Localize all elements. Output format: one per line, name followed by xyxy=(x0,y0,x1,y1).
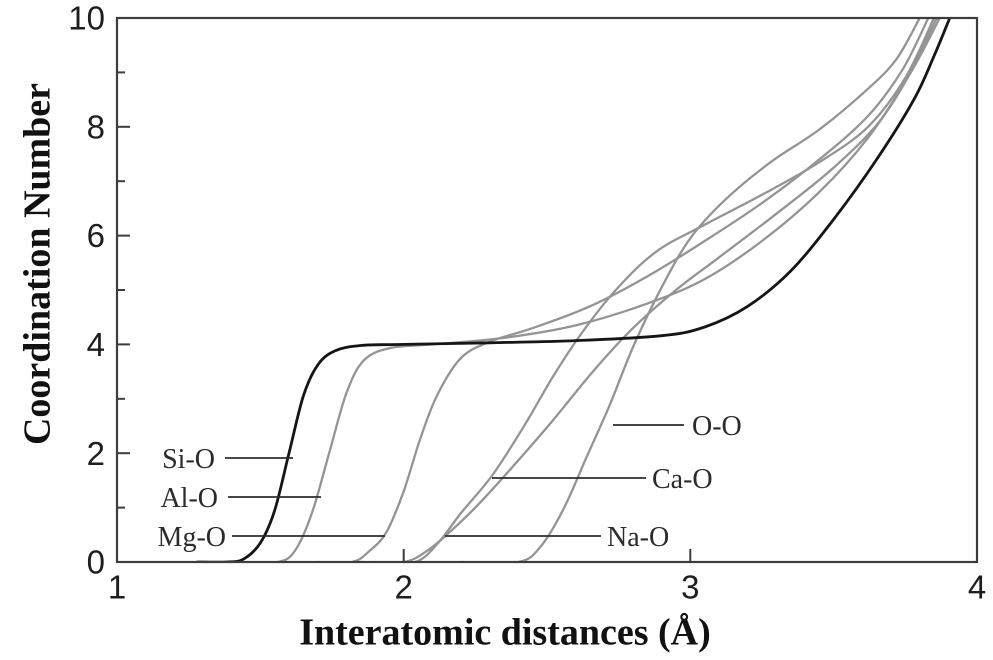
annotation-label-si-o: Si-O xyxy=(162,444,215,475)
curve-si-o xyxy=(195,18,952,563)
x-tick-label: 4 xyxy=(968,569,986,606)
y-tick-label: 2 xyxy=(87,435,105,472)
annotation-label-na-o: Na-O xyxy=(607,522,669,553)
annotation-label-ca-o: Ca-O xyxy=(652,464,713,495)
annotation-label-al-o: Al-O xyxy=(160,483,218,514)
curve-series-group xyxy=(195,18,952,563)
annotation-label-mg-o: Mg-O xyxy=(158,522,226,553)
x-tick-label: 1 xyxy=(108,569,126,606)
y-tick-label: 4 xyxy=(87,326,105,363)
y-tick-label: 6 xyxy=(87,217,105,254)
y-tick-label: 0 xyxy=(87,544,105,581)
curve-mg-o xyxy=(316,18,930,563)
y-tick-label: 8 xyxy=(87,108,105,145)
curve-al-o xyxy=(244,18,939,563)
curve-ca-o xyxy=(373,18,936,563)
plot-border xyxy=(115,16,979,564)
annotations-group: Si-O Al-O Mg-O O-O Ca-O Na-O xyxy=(158,411,742,553)
x-tick-label: 3 xyxy=(681,569,699,606)
y-axis-title: Coordination Number xyxy=(16,83,58,445)
x-axis-title: Interatomic distances (Å) xyxy=(299,611,711,653)
y-tick-label: 10 xyxy=(68,0,105,37)
annotation-label-o-o: O-O xyxy=(692,411,742,442)
curve-na-o xyxy=(359,18,941,563)
x-tick-label: 2 xyxy=(395,569,413,606)
